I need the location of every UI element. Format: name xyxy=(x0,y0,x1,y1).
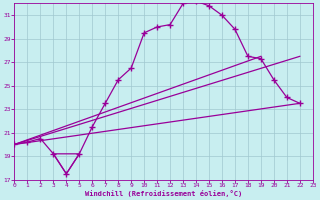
X-axis label: Windchill (Refroidissement éolien,°C): Windchill (Refroidissement éolien,°C) xyxy=(85,190,242,197)
